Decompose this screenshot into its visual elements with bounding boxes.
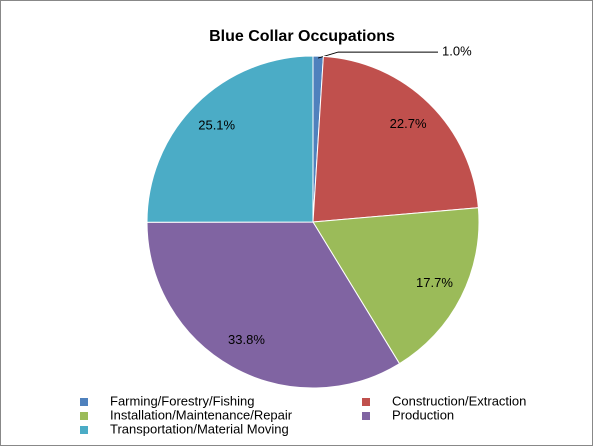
pie-slice [146, 221, 401, 389]
legend-marker [362, 398, 370, 406]
legend-label: Farming/Forestry/Fishing [110, 393, 254, 408]
legend-label: Construction/Extraction [392, 393, 526, 408]
legend-label: Installation/Maintenance/Repair [110, 407, 293, 422]
legend-marker [362, 412, 370, 420]
pie-slice [312, 55, 479, 223]
legend-marker [80, 398, 88, 406]
legend-marker [80, 426, 88, 434]
data-label: 33.8% [228, 332, 265, 347]
pie-slice [146, 55, 314, 223]
data-label: 22.7% [390, 116, 427, 131]
legend-marker [80, 412, 88, 420]
data-label: 25.1% [198, 117, 235, 132]
data-label: 1.0% [442, 44, 472, 59]
legend-label: Transportation/Material Moving [110, 421, 289, 436]
chart-title: Blue Collar Occupations [209, 28, 395, 45]
legend-label: Production [392, 407, 454, 422]
data-label: 17.7% [416, 275, 453, 290]
pie-slice [312, 207, 480, 365]
